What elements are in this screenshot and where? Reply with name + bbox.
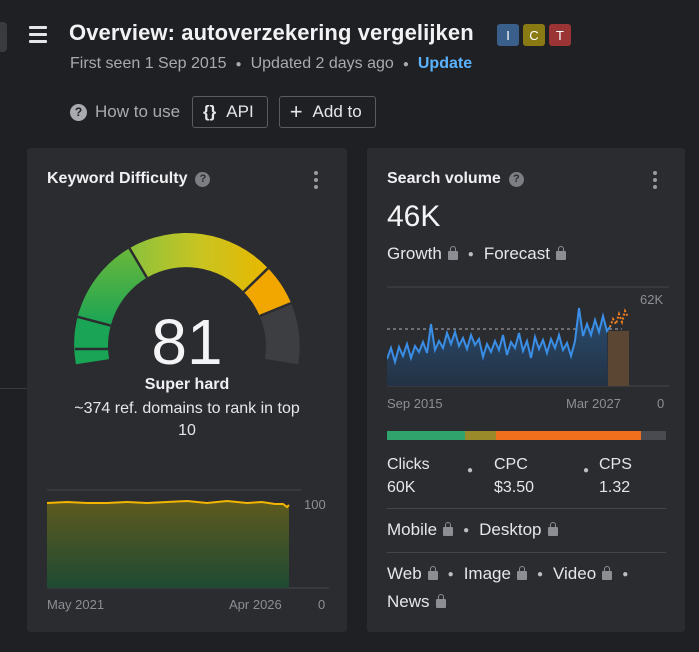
kd-more-options-icon[interactable] — [313, 171, 319, 189]
search-volume-chart — [387, 286, 669, 387]
clicks-metric: Clicks 60K — [387, 456, 430, 496]
lock-icon — [427, 566, 438, 580]
lock-icon — [602, 566, 613, 580]
left-panel-edge — [0, 22, 7, 52]
cpc-metric: CPC $3.50 — [494, 456, 535, 496]
sv-y-max: 62K — [640, 292, 664, 307]
sv-x-end: Mar 2027 — [566, 396, 621, 411]
serp-news[interactable]: News — [387, 592, 487, 612]
kd-y-min: 0 — [318, 597, 326, 612]
updated-time: Updated 2 days ago — [250, 55, 394, 72]
growth-link[interactable]: Growth — [387, 244, 442, 263]
braces-icon: {} — [203, 102, 217, 121]
lock-icon — [516, 566, 527, 580]
question-icon: ? — [70, 103, 87, 121]
kd-x-start: May 2021 — [47, 597, 105, 612]
help-icon[interactable]: ? — [508, 171, 524, 187]
sv-x-start: Sep 2015 — [387, 396, 443, 411]
kd-y-max: 100 — [304, 497, 326, 512]
api-button[interactable]: {} API — [192, 96, 268, 128]
toolbar: ? How to use {} API + Add to — [70, 96, 387, 128]
page-title: Overview: autoverzekering vergelijken — [69, 20, 474, 45]
first-seen: First seen 1 Sep 2015 — [70, 55, 227, 72]
keyword-difficulty-card: Keyword Difficulty ? 81 Sup — [27, 148, 347, 632]
intent-badge-informational[interactable]: I — [497, 24, 519, 46]
plus-icon: + — [289, 99, 303, 124]
kd-level: Super hard — [144, 376, 230, 393]
search-volume-card: Search volume ? 46K Growth ● Forecast 62… — [367, 148, 685, 632]
sv-title: Search volume ? — [387, 170, 524, 188]
sv-growth-forecast: Growth ● Forecast — [387, 244, 566, 264]
lock-icon — [547, 522, 558, 536]
kd-title: Keyword Difficulty ? — [47, 170, 211, 188]
intent-badge-transactional[interactable]: T — [549, 24, 571, 46]
forecast-link[interactable]: Forecast — [483, 244, 550, 263]
kd-x-end: Apr 2026 — [229, 597, 282, 612]
serp-types: Web ● Image ● Video ● News — [387, 564, 629, 612]
device-breakdown: Mobile ● Desktop — [387, 520, 558, 540]
difficulty-gauge — [74, 233, 300, 365]
lock-icon — [447, 246, 458, 260]
intent-badges: I C T — [497, 24, 571, 46]
how-to-use-link[interactable]: ? How to use — [70, 102, 180, 122]
intent-badge-commercial[interactable]: C — [523, 24, 545, 46]
desktop-link[interactable]: Desktop — [479, 520, 542, 539]
kd-description: ~374 ref. domains to rank in top 10 — [74, 400, 300, 439]
lock-icon — [435, 594, 446, 608]
lock-icon — [555, 246, 566, 260]
divider — [387, 552, 666, 553]
kd-score: 81 — [151, 306, 223, 378]
kd-history-chart — [47, 489, 329, 589]
serp-video[interactable]: Video — [553, 564, 613, 584]
update-link[interactable]: Update — [417, 55, 473, 72]
page-meta: First seen 1 Sep 2015 ● Updated 2 days a… — [70, 55, 473, 72]
mobile-link[interactable]: Mobile — [387, 520, 438, 539]
intent-distribution-bar — [387, 431, 666, 440]
sv-y-min: 0 — [657, 396, 665, 411]
hamburger-menu-icon[interactable] — [29, 25, 47, 43]
left-panel-divider — [0, 388, 27, 389]
lock-icon — [443, 522, 454, 536]
search-volume-value: 46K — [387, 200, 441, 233]
serp-web[interactable]: Web — [387, 564, 438, 584]
cps-metric: CPS 1.32 — [599, 456, 632, 496]
click-metrics: Clicks 60K ● CPC $3.50 ● CPS 1.32 — [387, 453, 666, 499]
sv-more-options-icon[interactable] — [652, 171, 658, 189]
add-to-button[interactable]: + Add to — [278, 96, 376, 128]
divider — [387, 508, 666, 509]
help-icon[interactable]: ? — [195, 171, 211, 187]
serp-image[interactable]: Image — [464, 564, 527, 584]
